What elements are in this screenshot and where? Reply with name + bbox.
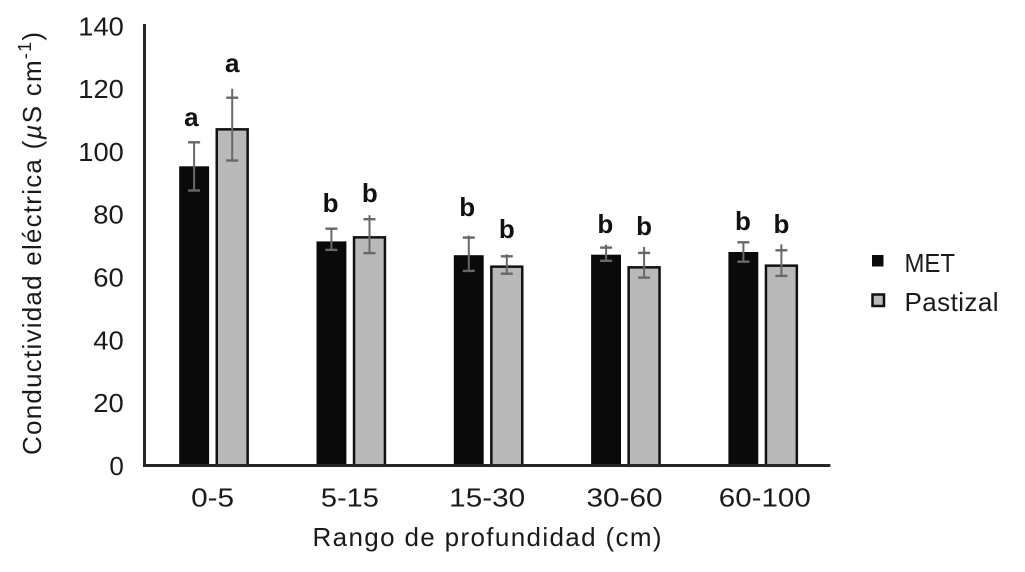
- svg-text:b: b: [499, 214, 515, 244]
- svg-text:60: 60: [93, 263, 124, 293]
- svg-text:30-60: 30-60: [587, 482, 663, 512]
- svg-text:80: 80: [93, 200, 124, 230]
- svg-text:a: a: [184, 102, 199, 132]
- svg-text:140: 140: [78, 11, 124, 41]
- svg-text:60-100: 60-100: [719, 482, 811, 512]
- svg-text:MET: MET: [905, 248, 956, 278]
- svg-text:Rango de profundidad (cm): Rango de profundidad (cm): [313, 522, 662, 552]
- svg-text:40: 40: [93, 325, 124, 355]
- svg-text:Conductividad eléctrica (µS cm: Conductividad eléctrica (µS cm-1): [15, 32, 47, 455]
- svg-text:Pastizal: Pastizal: [905, 287, 999, 317]
- svg-text:b: b: [362, 178, 378, 208]
- svg-text:15-30: 15-30: [449, 482, 525, 512]
- svg-text:100: 100: [78, 137, 124, 167]
- svg-text:b: b: [735, 206, 751, 236]
- svg-text:b: b: [597, 209, 613, 239]
- svg-text:b: b: [323, 188, 339, 218]
- svg-text:0-5: 0-5: [191, 482, 234, 512]
- svg-text:5-15: 5-15: [321, 482, 379, 512]
- svg-text:0: 0: [109, 451, 123, 481]
- svg-text:a: a: [225, 48, 240, 78]
- svg-text:b: b: [636, 211, 652, 241]
- svg-text:b: b: [773, 209, 789, 239]
- svg-text:b: b: [459, 192, 475, 222]
- svg-text:120: 120: [78, 74, 124, 104]
- svg-text:20: 20: [93, 388, 124, 418]
